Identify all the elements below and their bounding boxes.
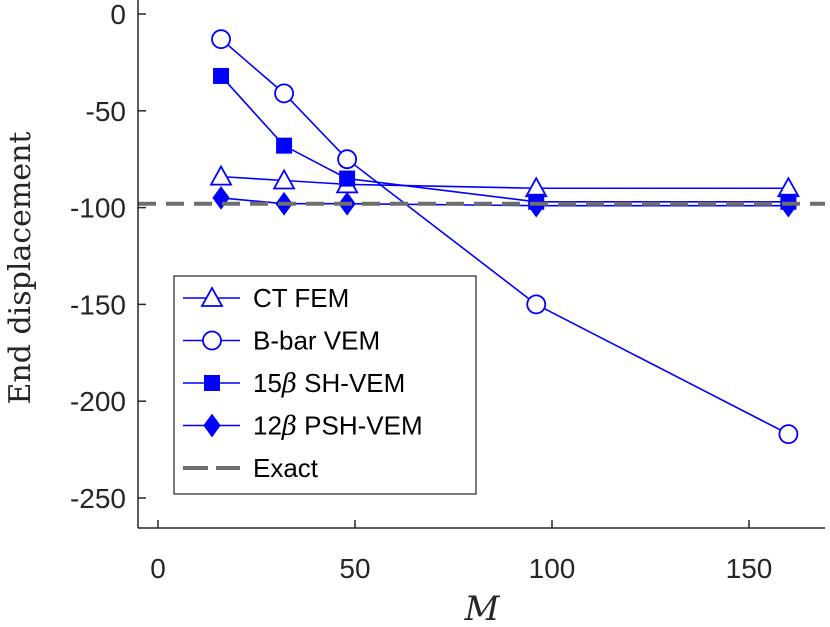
legend-marker-12-psh-vem [203,413,221,438]
data-point-b-bar-vem [337,149,358,170]
y-axis: 0 -50 -100 -150 -200 -250 [70,0,146,528]
legend-marker-ct-fem [200,286,224,307]
legend-label-12-psh-vem: 12β PSH-VEM [253,411,423,442]
data-point-15-sh-vem [339,170,356,187]
x-tick-label: 50 [339,553,370,584]
legend-label-prefix: 15 [253,368,282,398]
legend-label-15-sh-vem: 15β SH-VEM [253,368,405,399]
data-point-ct-fem [209,164,233,186]
y-tick-label: -200 [70,386,126,417]
legend-label-exact: Exact [253,453,319,483]
y-axis-title: End displacement [3,132,38,405]
data-point-b-bar-vem [778,424,799,445]
y-tick-label: -250 [70,483,126,514]
legend-label-prefix: 12 [253,411,282,441]
legend-item-ct-fem: CT FEM [183,283,349,313]
legend-item-12-psh-vem: 12β PSH-VEM [183,411,423,442]
x-axis: 0 50 100 150 [138,520,825,584]
legend-label-beta: β [281,412,297,442]
data-point-b-bar-vem [211,29,231,50]
legend-label-b-bar-vem: B-bar VEM [253,326,380,356]
legend-label-suffix: PSH-VEM [297,411,423,441]
x-tick-label: 0 [150,553,166,584]
data-point-ct-fem [272,168,296,190]
y-tick-label: -100 [70,193,126,224]
x-tick-label: 150 [726,553,773,584]
x-tick-label: 100 [529,553,576,584]
legend-marker-b-bar-vem [202,330,222,351]
legend-label-ct-fem: CT FEM [253,283,349,313]
y-tick-label: -50 [86,96,126,127]
data-point-b-bar-vem [526,294,547,315]
legend-item-15-sh-vem: 15β SH-VEM [183,368,405,399]
data-point-15-sh-vem [213,67,230,84]
legend-item-b-bar-vem: B-bar VEM [183,326,380,356]
y-tick-label: 0 [110,0,126,30]
data-point-15-sh-vem [276,137,293,154]
legend-marker-15-sh-vem [204,375,220,391]
series-b-bar-vem [211,29,799,445]
y-tick-label: -150 [70,289,126,320]
legend-label-suffix: SH-VEM [297,368,405,398]
legend-item-exact: Exact [183,453,319,483]
x-axis-title: M [464,589,501,627]
legend-box [173,275,477,495]
legend-label-beta: β [281,369,297,399]
data-point-b-bar-vem [274,83,294,104]
